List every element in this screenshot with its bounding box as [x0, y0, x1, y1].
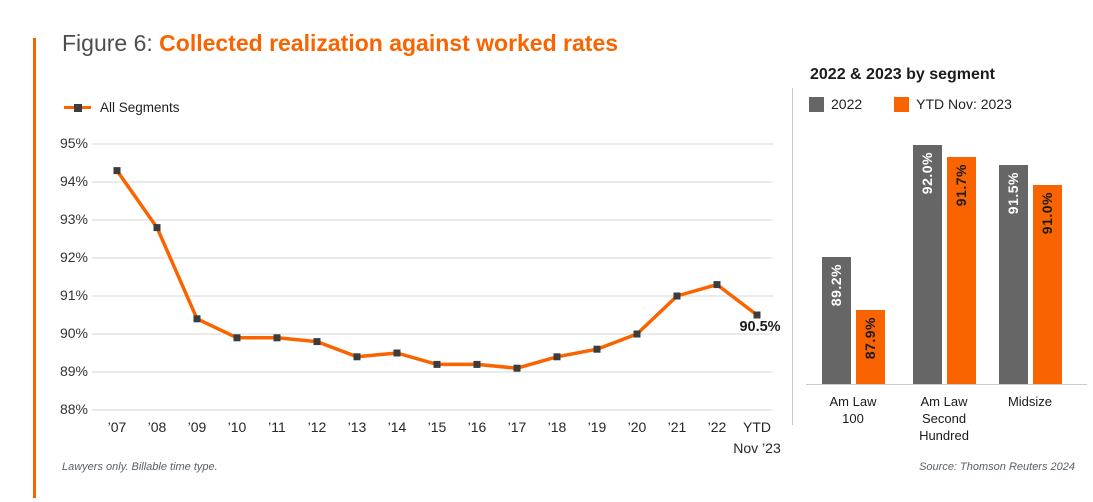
data-point-marker: [193, 315, 201, 323]
x-axis-tick-label: ’11: [268, 419, 286, 435]
bar-chart-legend: 2022 YTD Nov: 2023: [809, 96, 1012, 112]
bar-value-label: 91.7%: [953, 163, 969, 207]
data-point-marker: [233, 334, 241, 342]
data-point-marker: [513, 364, 521, 372]
line-end-value-label: 90.5%: [739, 319, 781, 335]
x-axis-tick-label: ’22: [707, 419, 727, 435]
legend-label-2022: 2022: [831, 96, 863, 112]
data-point-marker: [393, 349, 401, 357]
bar-value-label: 89.2%: [828, 264, 844, 307]
bar-2022: 89.2%: [821, 257, 851, 384]
data-point-marker: [313, 338, 321, 346]
y-axis-tick-label: 91%: [59, 287, 88, 303]
panel-divider: [792, 88, 793, 425]
y-axis-tick-label: 93%: [59, 211, 88, 227]
bar-category-label: Midsize: [1007, 394, 1053, 409]
legend-item-2022: 2022: [809, 96, 862, 112]
x-axis-tick-label: ’13: [347, 419, 367, 435]
x-axis-tick-label: ’09: [187, 419, 207, 435]
legend-label-ytd-2023: YTD Nov: 2023: [916, 96, 1012, 112]
data-point-marker: [473, 360, 481, 368]
bar-category-label: Am Law Second Hundred: [919, 394, 969, 443]
x-axis-tick-label: YTD Nov ’23: [733, 419, 781, 456]
bar-value-label: 91.0%: [1039, 192, 1055, 235]
y-axis-tick-label: 95%: [59, 135, 88, 151]
y-axis-tick-label: 92%: [59, 249, 88, 265]
y-axis-tick-label: 94%: [59, 173, 88, 189]
bar-value-label: 91.5%: [1005, 171, 1021, 215]
footnote: Lawyers only. Billable time type.: [62, 461, 218, 473]
data-point-marker: [633, 330, 641, 338]
y-axis-tick-label: 89%: [59, 363, 88, 379]
data-point-marker: [433, 360, 441, 368]
x-axis-tick-label: ’21: [667, 419, 687, 435]
source-note: Source: Thomson Reuters 2024: [919, 461, 1075, 473]
x-axis-tick-label: ’12: [307, 419, 327, 435]
bar-chart-baseline: [806, 384, 1087, 385]
x-axis-tick-label: ’18: [547, 419, 567, 435]
figure-title-text: Collected realization against worked rat…: [159, 30, 619, 56]
line-series: [115, 168, 759, 370]
bar-ytd-2023: 91.0%: [1032, 185, 1062, 384]
y-axis-tick-label: 90%: [59, 325, 88, 341]
line-series-marker-icon: [64, 103, 91, 112]
figure-label: Figure 6:: [62, 30, 153, 56]
bar-value-label: 92.0%: [919, 151, 935, 194]
bar-ytd-2023: 91.7%: [946, 156, 976, 384]
data-point-marker: [113, 167, 121, 175]
x-axis-tick-label: ’14: [387, 419, 407, 435]
x-axis-tick-label: ’10: [227, 419, 247, 435]
x-axis-tick-label: ’16: [467, 419, 487, 435]
bar-2022: 91.5%: [998, 164, 1028, 384]
legend-item-ytd-2023: YTD Nov: 2023: [894, 96, 1012, 112]
data-point-marker: [553, 353, 561, 361]
data-point-marker: [673, 292, 681, 300]
data-point-marker: [713, 281, 721, 289]
y-axis-tick-label: 88%: [59, 401, 88, 417]
line-chart-legend: All Segments: [64, 100, 180, 115]
data-point-marker: [753, 311, 761, 319]
bar-chart-title: 2022 & 2023 by segment: [810, 66, 995, 83]
x-axis-tick-label: ’08: [147, 419, 167, 435]
x-axis-tick-label: ’15: [427, 419, 447, 435]
data-point-marker: [153, 224, 161, 232]
data-point-marker: [273, 334, 281, 342]
bar-category-label: Am Law 100: [829, 394, 877, 426]
bar-ytd-2023: 87.9%: [855, 309, 885, 384]
data-point-marker: [353, 353, 361, 361]
bar-value-label: 87.9%: [862, 316, 878, 359]
x-axis-tick-label: ’17: [507, 419, 527, 435]
line-legend-label: All Segments: [100, 100, 180, 115]
legend-swatch-2022: [809, 96, 824, 112]
accent-bar: [33, 38, 36, 498]
bar-2022: 92.0%: [912, 144, 942, 384]
figure-title: Figure 6: Collected realization against …: [62, 30, 618, 57]
data-point-marker: [593, 345, 601, 353]
x-axis-tick-label: ’07: [107, 419, 127, 435]
x-axis-tick-label: ’19: [587, 419, 607, 435]
legend-swatch-ytd-2023: [894, 96, 910, 112]
x-axis-tick-label: ’20: [627, 419, 647, 435]
legend-square: [74, 103, 82, 112]
